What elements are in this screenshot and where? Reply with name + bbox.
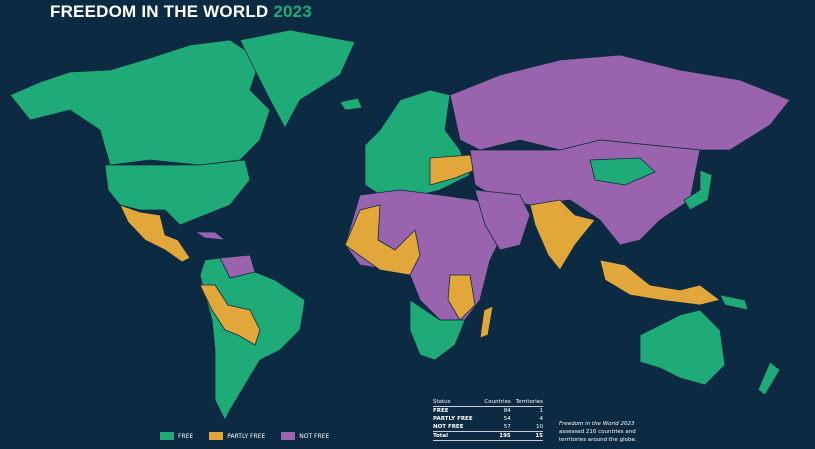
region-middle-east [474, 189, 531, 251]
cell-countries: 57 [503, 424, 511, 430]
cell-status: FREE [433, 408, 449, 414]
note-text: assessed 210 countries and territories a… [559, 429, 637, 443]
table-row: NOT FREE 57 10 [433, 423, 543, 432]
region-australia [639, 309, 726, 386]
legend-swatch [209, 432, 224, 440]
cell-status: PARTLY FREE [433, 416, 473, 422]
cell-countries: 84 [503, 408, 511, 414]
region-mongolia [589, 157, 656, 186]
region-southeast-asia [599, 259, 721, 306]
region-cuba-caribbean [193, 231, 227, 241]
title-text: FREEDOM IN THE WORLD [50, 2, 269, 21]
legend-item-free: FREE [160, 432, 193, 440]
region-india [529, 199, 596, 271]
cell-countries: 54 [503, 416, 511, 422]
legend-item-partly-free: PARTLY FREE [209, 432, 265, 440]
header-countries: Countries [479, 398, 511, 407]
region-andes-partly [199, 284, 261, 346]
table-row: PARTLY FREE 54 4 [433, 415, 543, 423]
table-row: FREE 84 1 [433, 407, 543, 416]
table-total-row: Total 195 15 [433, 431, 543, 441]
cell-territories: 10 [536, 424, 543, 430]
assessment-note: Freedom in the World 2023 assessed 210 c… [559, 420, 649, 444]
region-iceland [339, 97, 363, 111]
region-east-africa-partly [447, 274, 476, 321]
region-usa [104, 159, 251, 226]
title-year: 2023 [273, 2, 312, 21]
legend-label: NOT FREE [299, 432, 330, 440]
region-mexico-central-america [119, 204, 191, 263]
map-title: FREEDOM IN THE WORLD 2023 [50, 2, 312, 22]
status-table: Status Countries Territories FREE 84 1 PARTL… [433, 398, 543, 441]
region-japan [683, 169, 713, 211]
cell-status: NOT FREE [433, 424, 464, 430]
map-legend: FREE PARTLY FREE NOT FREE [160, 432, 329, 440]
note-italic: Freedom in the World 2023 [559, 421, 635, 427]
cell-territories: 15 [510, 431, 543, 441]
cell-status: Total [433, 431, 480, 441]
legend-item-not-free: NOT FREE [281, 432, 329, 440]
cell-countries: 195 [479, 431, 511, 441]
legend-label: FREE [178, 432, 194, 440]
header-status: Status [433, 398, 480, 407]
region-greenland [239, 29, 356, 129]
region-russia [449, 54, 791, 151]
region-new-zealand [757, 361, 781, 396]
region-southern-africa [409, 299, 466, 361]
region-africa-partly [344, 204, 421, 276]
cell-territories: 4 [539, 416, 544, 422]
cell-territories: 1 [539, 408, 544, 414]
header-territories: Territories [510, 398, 543, 407]
region-madagascar [479, 305, 494, 339]
legend-swatch [281, 432, 296, 440]
legend-label: PARTLY FREE [227, 432, 266, 440]
legend-swatch [160, 432, 174, 440]
region-ukraine-balkans [429, 154, 476, 186]
region-canada-alaska [9, 39, 271, 166]
region-papua [719, 294, 749, 311]
